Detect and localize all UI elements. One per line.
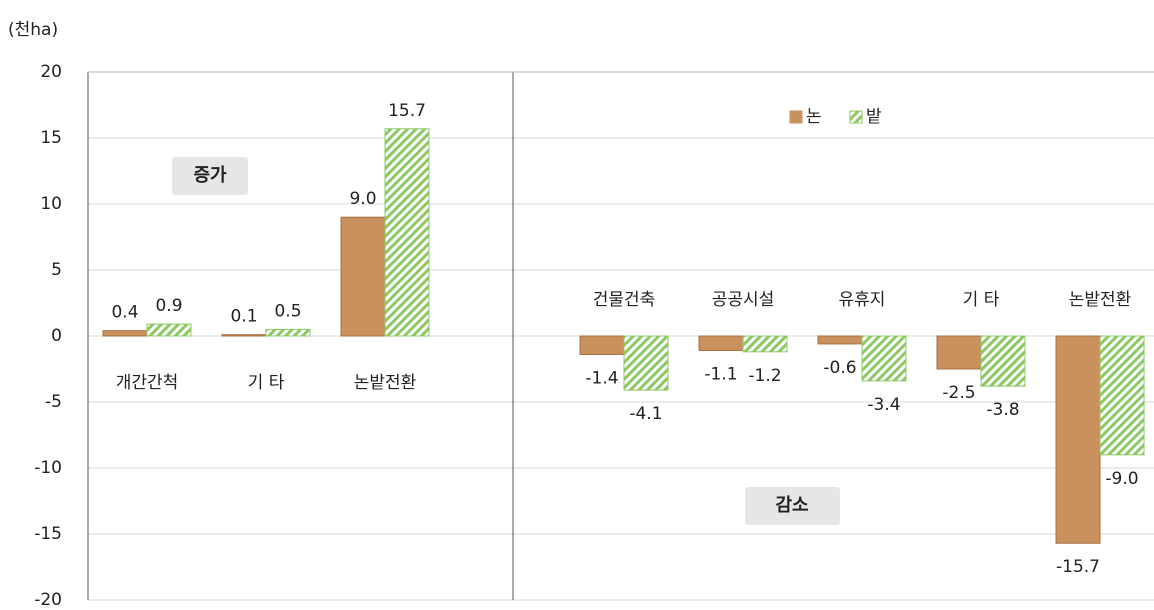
bar <box>1055 335 1101 544</box>
data-label: -3.4 <box>867 395 900 415</box>
y-tick-label: 20 <box>40 62 62 82</box>
y-tick-label: 5 <box>51 260 62 280</box>
x-tick-label: 유휴지 <box>839 290 886 310</box>
data-label: 15.7 <box>388 101 426 121</box>
x-tick-label: 논밭전환 <box>354 373 417 393</box>
bar <box>936 335 982 370</box>
data-label: -0.6 <box>823 358 856 378</box>
annotation: 증가 <box>193 165 227 186</box>
annotation-box <box>172 157 248 195</box>
bar <box>579 335 625 355</box>
data-label: -1.4 <box>585 368 618 388</box>
bar <box>623 335 669 391</box>
annotation: 감소 <box>775 495 808 516</box>
legend-label: 논 <box>806 107 822 127</box>
annotation-box <box>745 487 840 525</box>
data-label: 0.5 <box>274 301 301 321</box>
bar <box>861 335 907 382</box>
y-tick-label: -15 <box>34 524 62 544</box>
x-tick-label: 공공시설 <box>712 290 775 310</box>
y-tick-label: -10 <box>34 458 62 478</box>
data-label: -3.8 <box>986 400 1019 420</box>
legend-swatch <box>789 110 803 124</box>
data-label: -1.1 <box>704 365 737 385</box>
x-tick-label: 기 타 <box>963 290 1000 310</box>
bar <box>817 335 863 345</box>
bar <box>146 323 192 337</box>
legend-swatch <box>849 110 863 124</box>
x-tick-label: 개간간척 <box>116 373 179 393</box>
data-label: 9.0 <box>349 189 376 209</box>
data-label: -2.5 <box>942 383 975 403</box>
bar <box>221 334 267 337</box>
bar <box>698 335 744 352</box>
bar <box>742 335 788 353</box>
y-unit: (천ha) <box>8 20 58 40</box>
x-tick-label: 논밭전환 <box>1069 290 1132 310</box>
y-tick-label: -5 <box>45 392 62 412</box>
bar <box>102 330 148 337</box>
bar <box>265 328 311 337</box>
data-label: 0.4 <box>111 303 138 323</box>
y-tick-label: -20 <box>34 590 62 610</box>
data-label: -15.7 <box>1056 557 1100 577</box>
x-tick-label: 건물건축 <box>593 290 656 310</box>
data-label: 0.9 <box>155 296 182 316</box>
bar <box>980 335 1026 387</box>
y-tick-label: 15 <box>40 128 62 148</box>
data-label: -9.0 <box>1105 469 1138 489</box>
data-label: -4.1 <box>629 404 662 424</box>
bar <box>384 128 430 337</box>
y-tick-label: 10 <box>40 194 62 214</box>
legend-label: 밭 <box>866 107 882 127</box>
bar <box>1099 335 1145 456</box>
data-label: -1.2 <box>748 366 781 386</box>
x-tick-label: 기 타 <box>248 373 285 393</box>
data-label: 0.1 <box>230 307 257 327</box>
y-tick-label: 0 <box>51 326 62 346</box>
bar <box>340 216 386 337</box>
